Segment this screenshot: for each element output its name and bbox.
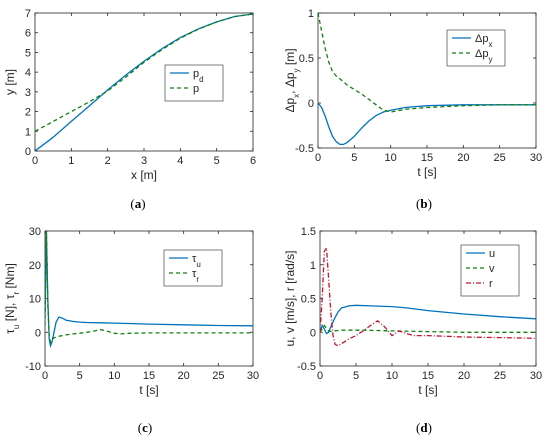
y-tick-label: 2 — [25, 107, 31, 119]
x-tick-label: 15 — [422, 370, 434, 382]
series-line-v — [320, 324, 536, 333]
x-tick-label: 5 — [77, 370, 83, 382]
legend-entry: τr — [192, 268, 199, 284]
x-tick-label: 20 — [178, 370, 190, 382]
x-tick-label: 5 — [353, 370, 359, 382]
y-tick-label: 6 — [25, 28, 31, 40]
y-tick-label: 0.5 — [299, 53, 314, 65]
legend-entry: u — [489, 248, 495, 260]
y-tick-label: 0 — [308, 98, 314, 110]
panel-caption: (d) — [416, 420, 432, 435]
series-line-u — [320, 304, 536, 335]
legend-entry: Δpy — [475, 48, 492, 64]
series-line-τr — [45, 231, 253, 345]
x-tick-label: 5 — [214, 155, 220, 167]
x-tick-label: 25 — [494, 370, 506, 382]
x-tick-label: 10 — [385, 152, 397, 164]
x-tick-label: 25 — [494, 152, 506, 164]
y-tick-label: 1 — [310, 260, 316, 272]
chart-panel-d: 0 5 10 15 20 25 30-0.500.511.5t [s]u, v [m/s],… — [283, 226, 542, 435]
x-tick-label: 30 — [247, 370, 259, 382]
x-tick-label: 6 — [250, 155, 256, 167]
y-tick-label: 0.5 — [301, 294, 316, 306]
y-axis-label: τu [N], τr [Nm] — [3, 263, 21, 334]
legend-entry: v — [489, 263, 495, 275]
x-tick-label: 0 — [315, 152, 321, 164]
panel-caption: (c) — [138, 420, 152, 435]
legend-box — [163, 249, 223, 287]
y-tick-label: -0.5 — [295, 143, 314, 155]
x-tick-label: 1 — [68, 155, 74, 167]
x-tick-label: 5 — [351, 152, 357, 164]
y-tick-label: -0.5 — [297, 361, 316, 373]
legend-entry: pd — [193, 68, 204, 84]
x-tick-label: 30 — [530, 152, 542, 164]
y-tick-label: 1 — [308, 8, 314, 20]
chart-panel-a: 0 1 2 3 4 5 6 0 1 2 3 4 5 6 7 x [m] y [m] (a) pdp — [3, 8, 256, 211]
series-line-Δpx — [318, 102, 536, 146]
y-axis-label: u, v [m/s], r [rad/s] — [283, 250, 297, 346]
x-tick-label: 4 — [177, 155, 183, 167]
y-tick-label: 1.5 — [301, 226, 316, 238]
y-tick-label: 1 — [25, 126, 31, 138]
y-tick-label: -10 — [25, 361, 41, 373]
y-axis-label: Δpx, Δpy [m] — [283, 48, 301, 112]
y-tick-label: 5 — [25, 47, 31, 59]
series-line-r — [320, 245, 536, 347]
legend-entry: p — [193, 83, 199, 95]
x-tick-label: 15 — [421, 152, 433, 164]
x-tick-label: 20 — [458, 370, 470, 382]
x-tick-label: 0 — [32, 155, 38, 167]
legend-entry: r — [489, 278, 493, 290]
legend-box — [446, 29, 506, 67]
y-tick-label: 0 — [35, 327, 41, 339]
x-tick-label: 10 — [108, 370, 120, 382]
y-tick-label: 20 — [29, 260, 41, 272]
series-line-Δpy — [318, 13, 536, 113]
chart-panel-b: 0 5 10 15 20 25 30-0.500.51t [s]Δpx, Δpy [m](b… — [283, 8, 542, 211]
x-tick-label: 3 — [141, 155, 147, 167]
y-tick-label: 4 — [25, 67, 31, 79]
y-tick-label: 3 — [25, 87, 31, 99]
x-tick-label: 30 — [530, 370, 542, 382]
legend-entry: Δpx — [475, 33, 492, 49]
panel-caption: (a) — [130, 196, 145, 211]
x-axis-label: t [s] — [418, 383, 437, 397]
x-tick-label: 15 — [143, 370, 155, 382]
panel-caption: (b) — [416, 196, 432, 211]
x-tick-label: 25 — [212, 370, 224, 382]
x-tick-label: 0 — [42, 370, 48, 382]
y-tick-label: 30 — [29, 226, 41, 238]
y-tick-label: 10 — [29, 294, 41, 306]
x-tick-label: 2 — [105, 155, 111, 167]
x-axis-label: t [s] — [139, 383, 158, 397]
legend-box — [164, 64, 224, 102]
x-tick-label: 0 — [317, 370, 323, 382]
y-tick-label: 7 — [25, 8, 31, 20]
y-tick-label: 0 — [25, 146, 31, 158]
x-axis-label: t [s] — [417, 165, 436, 179]
y-tick-label: 0 — [310, 327, 316, 339]
x-tick-label: 10 — [386, 370, 398, 382]
x-tick-label: 20 — [457, 152, 469, 164]
y-axis-label: y [m] — [3, 69, 17, 95]
x-axis-label: x [m] — [131, 168, 157, 182]
legend-entry: τu — [192, 253, 201, 269]
